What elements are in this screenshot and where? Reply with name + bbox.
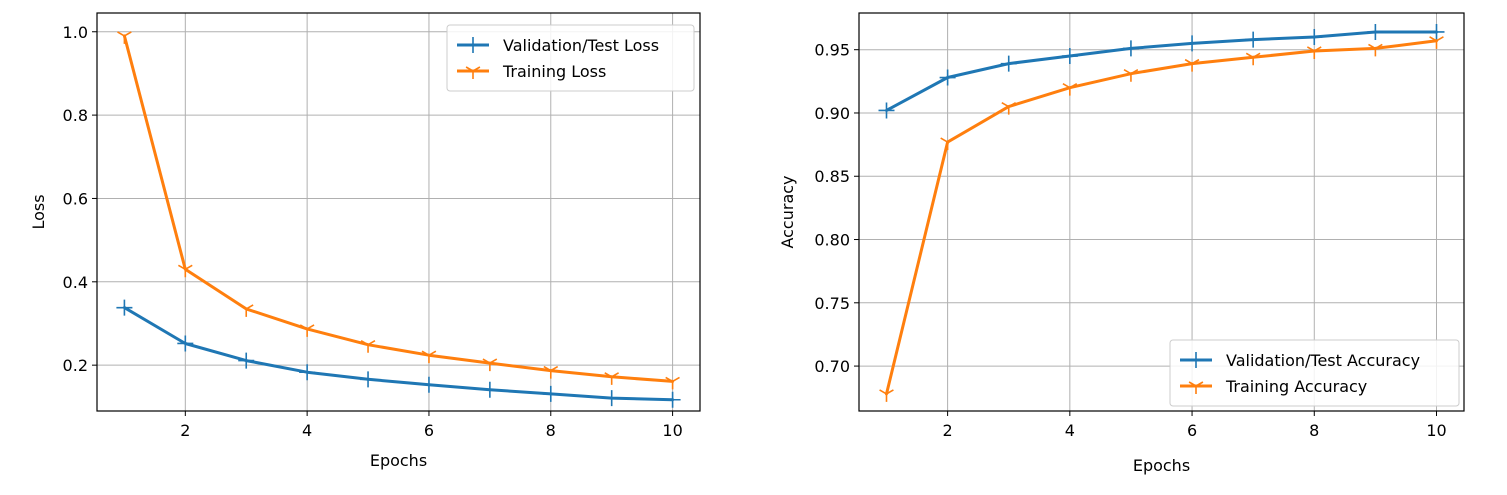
data-point-marker xyxy=(1367,23,1384,40)
data-point-marker xyxy=(360,340,376,353)
data-point-marker xyxy=(1061,48,1078,65)
x-tick-label: 6 xyxy=(424,421,434,440)
y-tick-label: 0.80 xyxy=(814,231,850,250)
y-axis-label: Accuracy xyxy=(778,175,797,248)
legend-swatch-marker xyxy=(465,37,481,53)
series-validation-test-accuracy xyxy=(878,23,1445,119)
y-tick-label: 0.95 xyxy=(814,41,850,60)
series-line xyxy=(122,306,675,402)
series-line xyxy=(885,30,1438,112)
data-point-marker xyxy=(1429,36,1444,49)
x-tick-label: 8 xyxy=(1309,421,1319,440)
data-point-marker xyxy=(1184,35,1201,52)
data-point-marker xyxy=(665,376,680,390)
axes-frame xyxy=(858,12,1465,412)
data-point-marker xyxy=(1306,46,1322,59)
data-point-marker xyxy=(542,385,559,402)
y-tick-label: 0.90 xyxy=(814,104,850,123)
y-tick-label: 0.85 xyxy=(814,167,850,186)
data-point-marker xyxy=(879,389,894,402)
data-point-marker xyxy=(1001,101,1017,115)
data-point-marker xyxy=(116,299,133,316)
series-line xyxy=(885,39,1438,396)
data-point-marker xyxy=(421,350,437,364)
legend-box xyxy=(1169,339,1460,407)
data-point-marker xyxy=(940,137,955,151)
data-point-marker xyxy=(604,372,620,385)
data-point-marker xyxy=(1306,29,1323,46)
y-tick-label: 1.0 xyxy=(63,23,88,42)
y-tick-label: 0.8 xyxy=(63,106,88,125)
series-training-accuracy xyxy=(879,36,1444,402)
data-point-marker xyxy=(939,69,956,86)
y-tick-label: 0.75 xyxy=(814,294,850,313)
legend-swatch-marker xyxy=(1188,352,1204,368)
data-point-marker xyxy=(1062,82,1078,96)
x-tick-label: 4 xyxy=(302,421,312,440)
legend-label: Training Accuracy xyxy=(1225,377,1367,396)
data-point-marker xyxy=(481,381,498,398)
data-point-marker xyxy=(1000,55,1017,72)
x-tick-label: 10 xyxy=(1426,421,1446,440)
accuracy-chart: 2 4 6 8 10 0.70 0.75 0.80 0.85 0.90 0.95 Epochs Accu… xyxy=(778,12,1465,475)
series-line xyxy=(122,34,675,383)
data-point-marker xyxy=(1184,58,1200,72)
legend-box xyxy=(446,24,695,92)
axes-frame xyxy=(96,12,701,412)
data-point-marker xyxy=(238,304,254,317)
x-axis-label: Epochs xyxy=(370,451,427,470)
legend-swatch-marker xyxy=(465,66,481,79)
data-point-marker xyxy=(299,364,316,381)
data-point-marker xyxy=(482,358,498,372)
data-point-marker xyxy=(1245,31,1262,48)
x-tick-label: 4 xyxy=(1065,421,1075,440)
x-tick-label: 8 xyxy=(546,421,556,440)
legend: Validation/Test Loss Training Loss xyxy=(446,24,695,92)
series-training-loss xyxy=(117,31,680,390)
legend-item: Training Loss xyxy=(457,62,606,81)
data-point-marker xyxy=(117,31,132,44)
data-point-marker xyxy=(543,365,559,379)
y-tick-label: 0.6 xyxy=(63,189,88,208)
x-tick-label: 2 xyxy=(943,421,953,440)
y-tick-label: 0.70 xyxy=(814,357,850,376)
data-point-marker xyxy=(238,352,255,369)
data-point-marker xyxy=(360,371,377,388)
y-tick-label: 0.4 xyxy=(63,273,88,292)
series-validation-test-loss xyxy=(116,299,681,408)
data-point-marker xyxy=(603,390,620,407)
data-point-marker xyxy=(177,335,194,352)
data-point-marker xyxy=(1368,43,1383,57)
x-tick-label: 10 xyxy=(662,421,682,440)
data-point-marker xyxy=(878,102,895,119)
x-axis-label: Epochs xyxy=(1133,456,1190,475)
data-point-marker xyxy=(1122,40,1139,57)
data-point-marker xyxy=(299,324,315,337)
loss-chart: 2 4 6 8 10 0.2 0.4 0.6 0.8 1.0 Epochs Loss Validatio… xyxy=(29,12,701,470)
data-point-marker xyxy=(177,264,193,278)
legend-label: Training Loss xyxy=(502,62,606,81)
x-tick-label: 2 xyxy=(180,421,190,440)
y-tick-label: 0.2 xyxy=(63,356,88,375)
data-point-marker xyxy=(664,391,681,408)
data-point-marker xyxy=(1123,69,1139,82)
legend-item: Training Accuracy xyxy=(1180,377,1367,396)
legend-label: Validation/Test Accuracy xyxy=(1226,351,1420,370)
y-axis-label: Loss xyxy=(29,194,48,229)
legend-item: Validation/Test Loss xyxy=(457,36,659,55)
legend-item: Validation/Test Accuracy xyxy=(1180,351,1420,370)
data-point-marker xyxy=(1245,52,1261,66)
legend-swatch-marker xyxy=(1188,381,1204,394)
legend-label: Validation/Test Loss xyxy=(503,36,659,55)
data-point-marker xyxy=(420,376,437,393)
data-point-marker xyxy=(1428,23,1445,40)
legend: Validation/Test Accuracy Training Accurac… xyxy=(1169,339,1460,407)
x-tick-label: 6 xyxy=(1187,421,1197,440)
